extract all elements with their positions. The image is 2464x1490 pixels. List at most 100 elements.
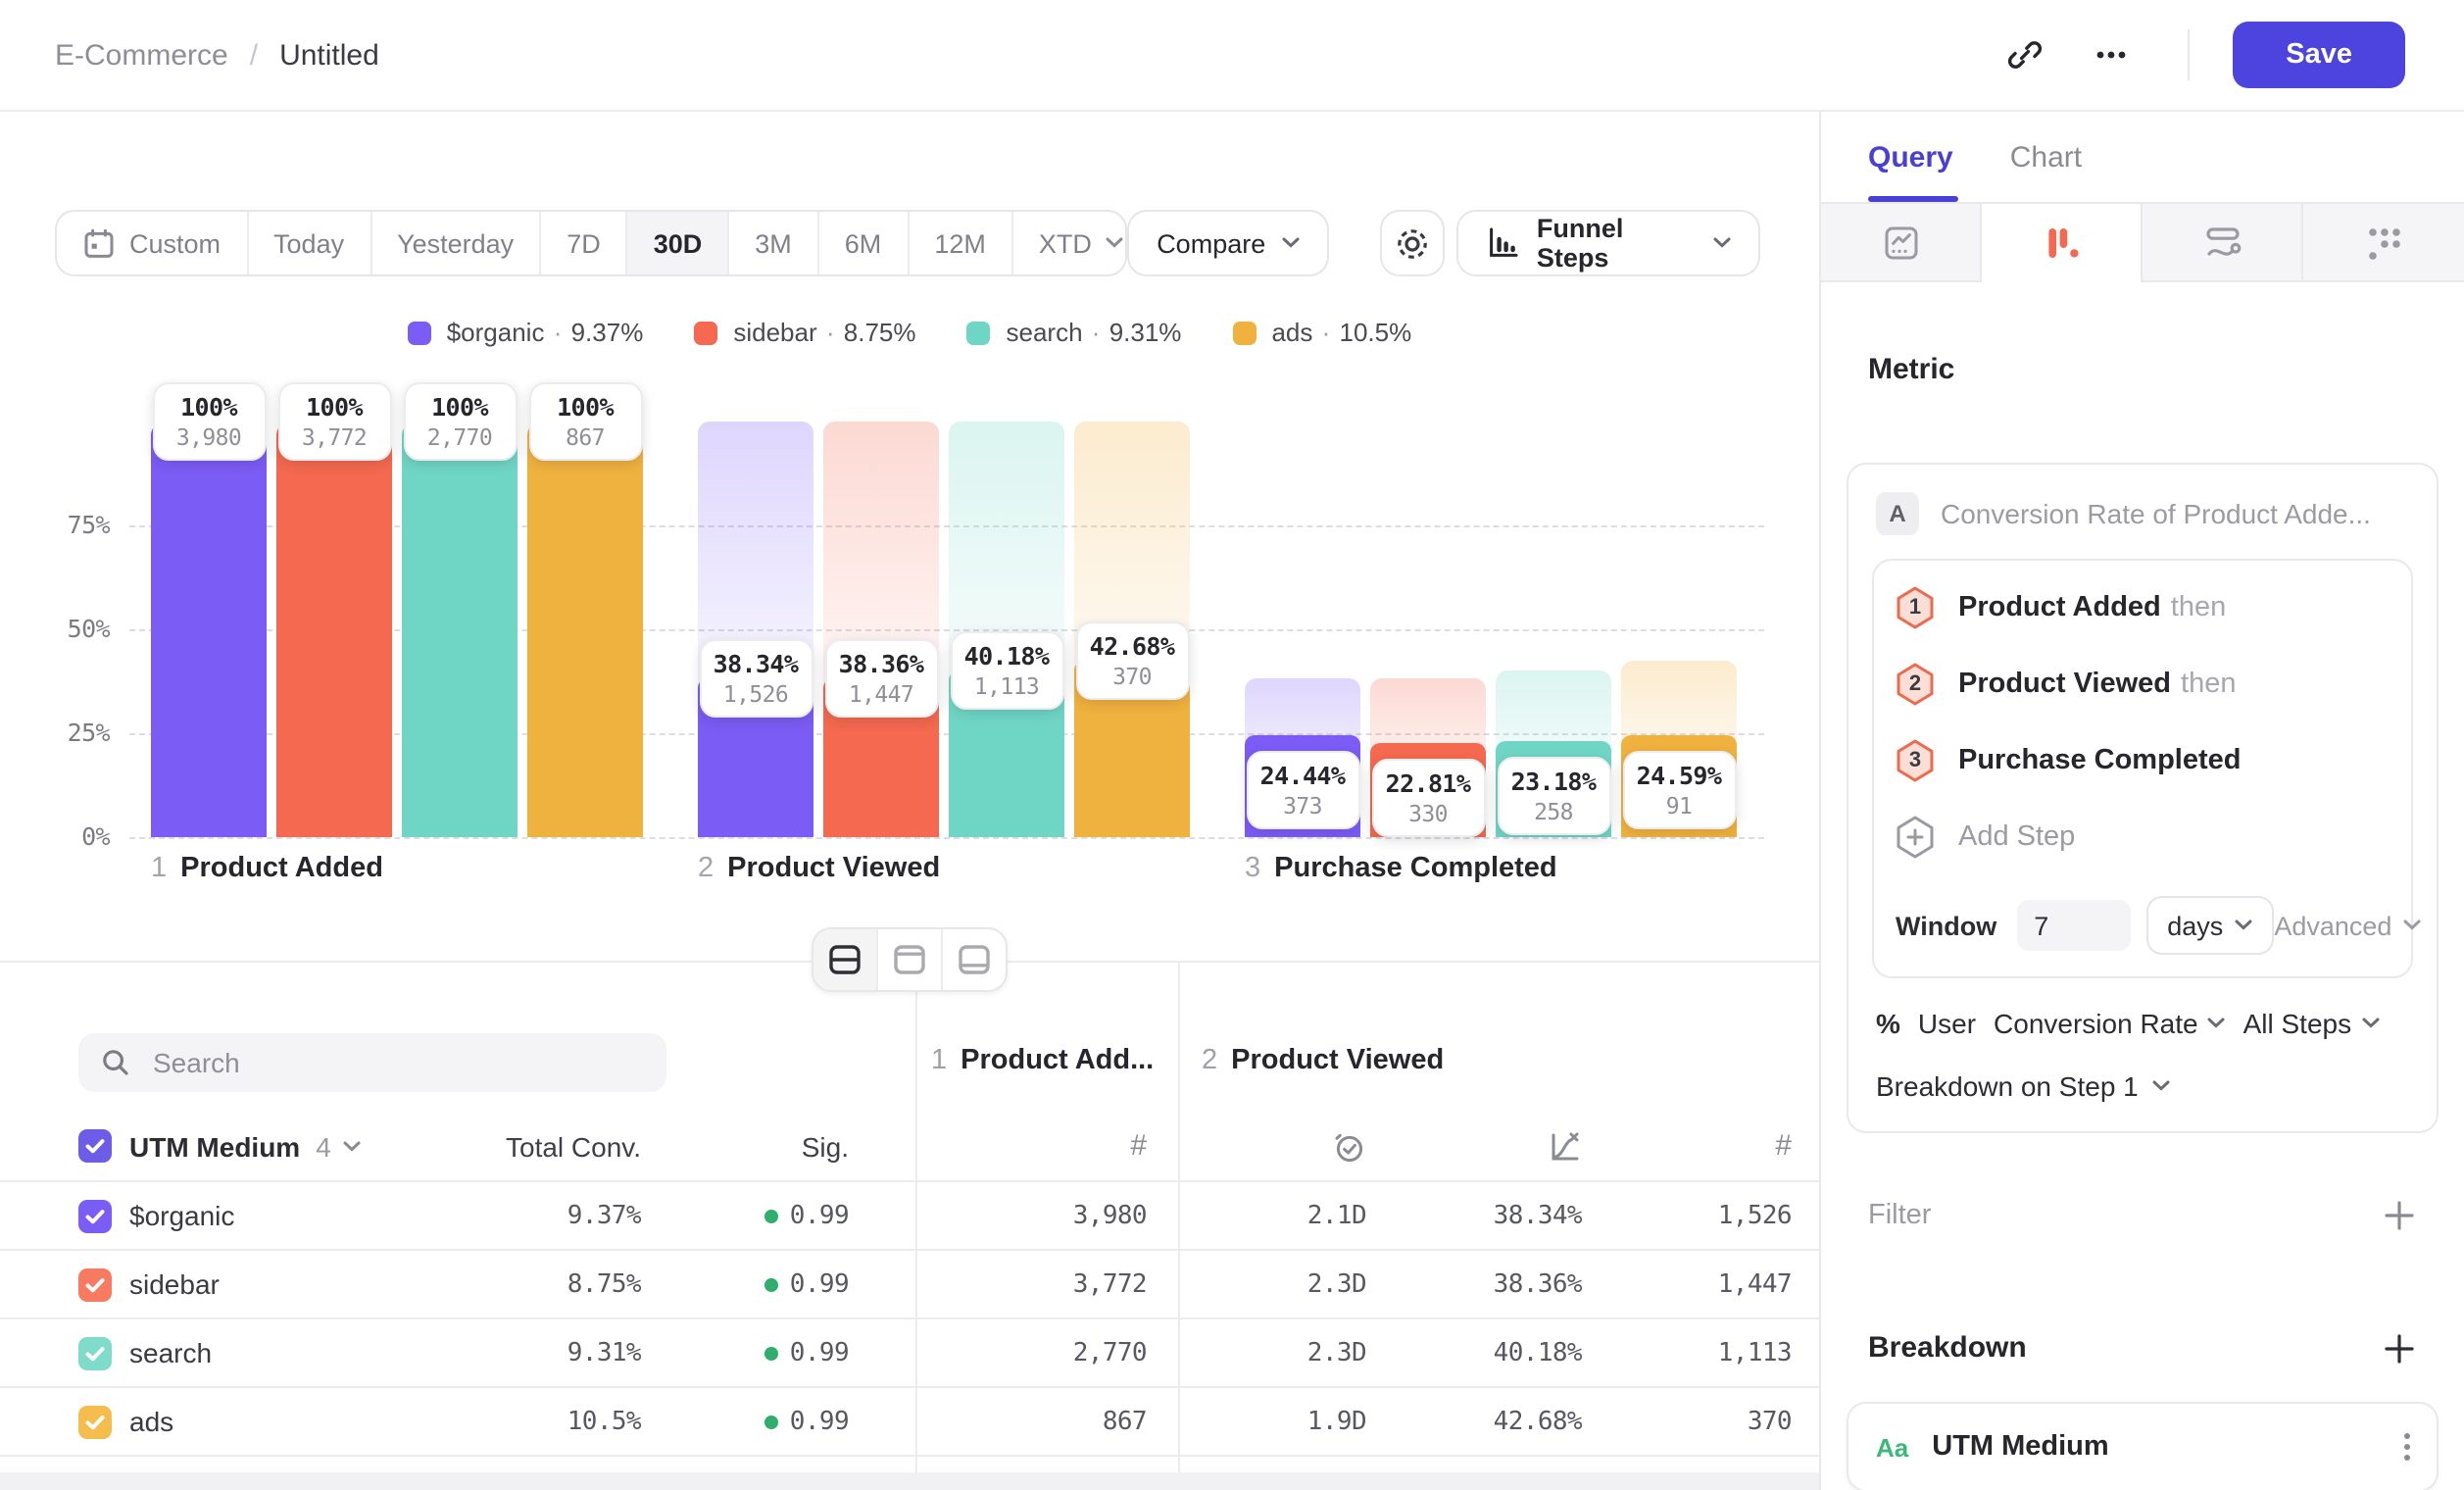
table-section-step1: 1Product Add... (931, 1045, 1154, 1076)
chart-type-flow[interactable] (2143, 204, 2303, 282)
chart-type-retention[interactable] (2303, 204, 2464, 282)
time-to-convert-icon[interactable] (1331, 1128, 1366, 1164)
gridline-0 (129, 837, 1764, 839)
save-button[interactable]: Save (2233, 22, 2405, 88)
bar-organic-step1[interactable]: 100%3,980 (151, 422, 267, 837)
chevron-down-icon (343, 1140, 361, 1152)
bar-organic-step2[interactable]: 38.34%1,526 (698, 422, 813, 837)
table-footer-strip (0, 1472, 1819, 1490)
breakdown-section-header: Breakdown (1821, 1331, 2464, 1365)
conversion-rate-icon[interactable] (1547, 1128, 1582, 1164)
significance-value: 0.99 (641, 1407, 849, 1436)
chevron-down-icon (2403, 919, 2421, 931)
group-by-header[interactable]: UTM Medium 4 (112, 1130, 431, 1162)
table-row-ads[interactable]: ads10.5%0.998671.9D42.68%370 (0, 1388, 1819, 1457)
add-step-hexagon-icon (1896, 816, 1935, 859)
query-step-2[interactable]: 2Product Viewedthen (1896, 663, 2390, 706)
top-bar: E-Commerce / Untitled (0, 0, 2464, 112)
table-row-search[interactable]: search9.31%0.992,7702.3D40.18%1,113 (0, 1319, 1819, 1388)
add-breakdown-button[interactable] (2384, 1332, 2415, 1364)
bar-value-label: 23.18%258 (1497, 757, 1610, 835)
share-link-button[interactable] (1992, 22, 2058, 88)
query-step-1[interactable]: 1Product Addedthen (1896, 586, 2390, 629)
sig-header[interactable]: Sig. (641, 1130, 849, 1162)
bar-organic-step3[interactable]: 24.44%373 (1245, 422, 1360, 837)
metric-type-select[interactable]: Conversion Rate (1994, 1008, 2226, 1039)
metric-summary[interactable]: A Conversion Rate of Product Adde... (1876, 492, 2413, 535)
bar-search-step2[interactable]: 40.18%1,113 (949, 422, 1064, 837)
row-checkbox[interactable] (78, 1199, 112, 1232)
conversion-window-row: Window days Advanced (1896, 896, 2390, 955)
step-number-hexagon: 1 (1896, 586, 1935, 629)
tab-query[interactable]: Query (1868, 140, 1953, 174)
kebab-menu-icon[interactable] (2403, 1431, 2411, 1463)
step-number-hexagon: 2 (1896, 663, 1935, 706)
row-name: $organic (112, 1200, 431, 1231)
funnel-step-group-2: 38.34%1,52638.36%1,44740.18%1,11342.68%3… (698, 422, 1190, 837)
add-filter-button[interactable] (2384, 1200, 2415, 1231)
bar-sidebar-step3[interactable]: 22.81%330 (1370, 422, 1486, 837)
metric-heading: Metric (1868, 353, 2464, 386)
bar-search-step1[interactable]: 100%2,770 (402, 422, 517, 837)
table-row-sidebar[interactable]: sidebar8.75%0.993,7722.3D38.36%1,447 (0, 1251, 1819, 1319)
breakdown-on-step-select[interactable]: Breakdown on Step 1 (1876, 1070, 2409, 1102)
bar-sidebar-step1[interactable]: 100%3,772 (276, 422, 392, 837)
breakdown-table: 1Product Add... 2Product Viewed UTM Medi… (0, 961, 1819, 1490)
bar-sidebar-step2[interactable]: 38.36%1,447 (823, 422, 939, 837)
bar-ads-step1[interactable]: 100%867 (527, 422, 643, 837)
link-icon (2007, 37, 2043, 73)
funnel-chart-icon (2042, 224, 2081, 263)
select-all-checkbox[interactable] (78, 1129, 112, 1163)
table-only-view-button[interactable] (941, 929, 1006, 990)
split-view-icon (829, 945, 861, 974)
step1-count: 3,772 (915, 1269, 1147, 1299)
count-metric-icon[interactable]: # (1130, 1129, 1147, 1163)
table-section-step2: 2Product Viewed (1202, 1045, 1444, 1076)
more-menu-button[interactable] (2078, 22, 2144, 88)
split-view-button[interactable] (813, 929, 876, 990)
total-conv-header[interactable]: Total Conv. (431, 1130, 641, 1162)
steps-scope-select[interactable]: All Steps (2243, 1008, 2380, 1039)
metric-label: Conversion Rate of Product Adde... (1941, 498, 2371, 529)
funnel-chart: 75% 50% 25% 0% 100%3,980100%3,772100%2,7… (0, 112, 1819, 961)
step-number-hexagon: 3 (1896, 739, 1935, 782)
total-conv-value: 8.75% (431, 1269, 641, 1299)
bar-value-label: 100%867 (528, 382, 642, 461)
query-step-3[interactable]: 3Purchase Completed (1896, 739, 2390, 782)
bar-search-step3[interactable]: 23.18%258 (1496, 422, 1611, 837)
row-checkbox[interactable] (78, 1267, 112, 1301)
bar-value-label: 24.59%91 (1622, 751, 1736, 829)
chart-type-funnel[interactable] (1982, 204, 2143, 282)
breadcrumb-separator: / (250, 38, 258, 72)
entity-label[interactable]: User (1918, 1008, 1976, 1039)
chart-panel: CustomTodayYesterday7D30D3M6M12MXTD Comp… (0, 112, 1819, 1490)
y-axis-tick: 75% (35, 510, 110, 539)
advanced-toggle[interactable]: Advanced (2274, 911, 2421, 940)
chart-type-line[interactable] (1821, 204, 1982, 282)
search-input[interactable] (149, 1045, 645, 1080)
chevron-down-icon (2235, 919, 2252, 931)
bar-value-label: 24.44%373 (1246, 751, 1359, 829)
tab-chart[interactable]: Chart (2010, 140, 2082, 174)
chart-only-view-button[interactable] (876, 929, 941, 990)
row-checkbox[interactable] (78, 1336, 112, 1369)
bar-value-label: 22.81%330 (1371, 758, 1485, 836)
funnel-step-group-1: 100%3,980100%3,772100%2,770100%867 (151, 422, 643, 837)
bar-ads-step2[interactable]: 42.68%370 (1074, 422, 1190, 837)
window-label: Window (1896, 911, 1996, 940)
breadcrumb-project[interactable]: E-Commerce (55, 38, 228, 72)
count-metric-icon[interactable]: # (1775, 1129, 1792, 1163)
breadcrumb-title[interactable]: Untitled (279, 38, 379, 72)
add-step-button[interactable]: Add Step (1896, 816, 2390, 859)
conversion-rate: 38.36% (1366, 1269, 1582, 1299)
bar-ads-step3[interactable]: 24.59%91 (1621, 422, 1737, 837)
row-checkbox[interactable] (78, 1405, 112, 1438)
filter-section-header: Filter (1821, 1200, 2464, 1231)
table-search[interactable] (78, 1033, 666, 1092)
window-unit-select[interactable]: days (2145, 896, 2274, 955)
table-row-organic[interactable]: $organic9.37%0.993,9802.1D38.34%1,526 (0, 1182, 1819, 1251)
breakdown-property-card[interactable]: Aa UTM Medium (1847, 1402, 2439, 1490)
significance-dot (764, 1277, 778, 1291)
significance-value: 0.99 (641, 1269, 849, 1299)
window-value-input[interactable] (2016, 900, 2130, 951)
